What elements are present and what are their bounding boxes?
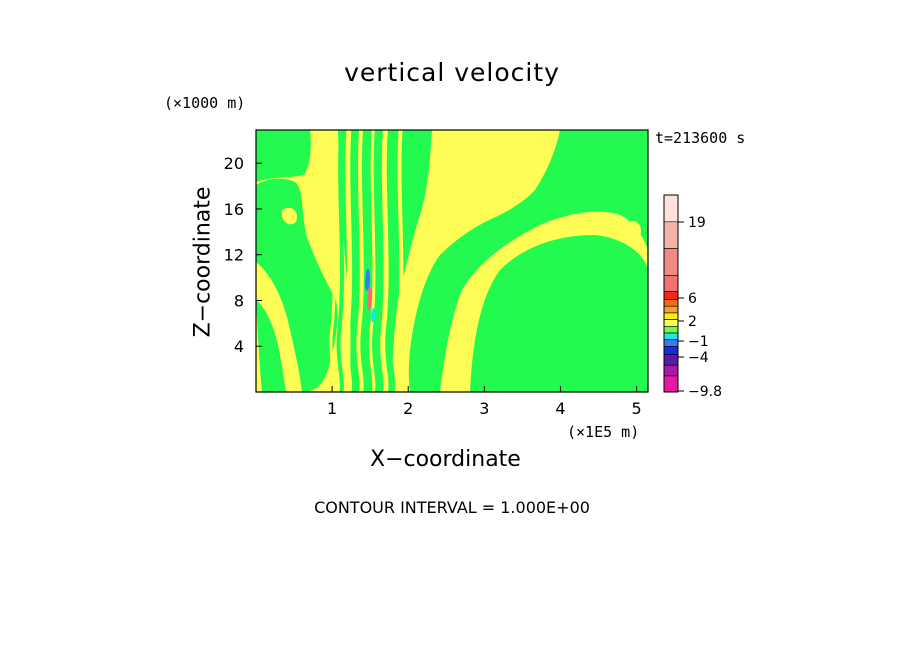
anomaly-blue [365,268,370,291]
colorbar-label: −9.8 [688,384,722,400]
striation [388,130,396,392]
striation [395,130,404,392]
striation [374,130,383,392]
colorbar-swatch [663,375,679,393]
chart-title: vertical velocity [344,58,560,87]
colorbar-swatch [663,291,679,300]
field-region-top-left-green [256,130,311,182]
y-tick-label: 16 [224,200,244,219]
plot-frame [255,129,649,393]
colorbar-swatch [663,332,679,341]
colorbar-swatch [663,248,679,276]
field-hole-3 [281,207,298,225]
colorbar-swatch [663,326,679,334]
wave-striations [329,130,404,392]
colorbar: 19 6 2 −1−4 −9.8 [663,194,722,400]
striation [343,130,353,392]
velocity-field [256,130,648,392]
x-tick-label: 3 [479,399,489,418]
striation [356,130,364,392]
colorbar-frame [663,194,679,393]
y-tick-label: 4 [234,337,244,356]
striation [380,130,389,392]
y-axis-label: Z−coordinate [190,186,216,338]
colorbar-label: 19 [688,215,706,231]
colorbar-swatch [663,312,679,320]
colorbar-swatch [663,339,679,347]
y-tick-label: 20 [224,154,244,173]
colorbar-label: 6 [688,291,697,307]
anomaly-red [367,286,373,311]
colorbar-swatch [663,354,679,366]
x-tick-label: 5 [631,399,641,418]
colorbar-swatch [663,221,679,249]
colorbar-swatch [663,305,679,314]
striation [350,130,358,392]
anomaly-cyan [371,308,376,323]
colorbar-swatch [663,364,679,377]
field-region-top-right-green [600,130,648,175]
field-hole-2 [627,220,642,238]
colorbar-swatch [663,319,679,327]
x-axis-ticks: 1 2 3 4 5 [327,386,642,418]
field-region-bottom-right-green [470,235,648,392]
striation [369,130,376,392]
field-region-left-green-band [256,300,286,392]
striation [329,130,336,392]
x-tick-label: 1 [327,399,337,418]
x-tick-label: 4 [555,399,565,418]
colorbar-label: 2 [688,314,697,330]
colorbar-label: −4 [688,350,709,366]
x-axis-label: X−coordinate [370,447,521,472]
colorbar-swatch [663,346,679,355]
y-axis-ticks: 4 8 12 16 20 [224,154,262,356]
x-axis-unit: (×1E5 m) [567,423,640,441]
time-label: t=213600 s [655,129,746,147]
x-tick-label: 2 [403,399,413,418]
colorbar-swatch [663,194,679,223]
colorbar-swatch [663,275,679,292]
y-axis-unit: (×1000 m) [164,94,246,112]
field-region-right-green [408,130,648,392]
colorbar-swatch [663,299,679,307]
striation [336,130,344,392]
colorbar-label: −1 [688,334,709,350]
contour-interval-note: CONTOUR INTERVAL = 1.000E+00 [314,498,590,517]
y-tick-label: 8 [234,291,244,310]
field-hole-1 [428,197,445,219]
y-tick-label: 12 [224,246,244,265]
